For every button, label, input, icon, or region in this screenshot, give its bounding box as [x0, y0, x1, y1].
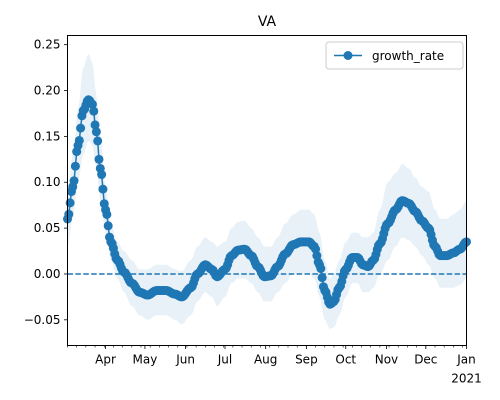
data-point — [76, 123, 86, 133]
x-tick-label: May — [133, 353, 158, 367]
data-point — [90, 120, 100, 130]
data-point — [103, 221, 113, 231]
x-tick-label: Jan — [456, 353, 476, 367]
y-tick-label: 0.00 — [34, 267, 61, 281]
x-tick-label: Apr — [95, 353, 116, 367]
data-point — [316, 264, 326, 274]
data-point — [98, 184, 108, 194]
data-point — [87, 99, 97, 109]
x-tick-label: Sep — [295, 353, 318, 367]
data-point — [65, 198, 75, 208]
data-point — [317, 273, 327, 283]
data-point — [70, 161, 80, 171]
x-tick-label: Oct — [335, 353, 356, 367]
legend-entry-growth-rate: growth_rate — [372, 49, 444, 63]
x-tick-label: Dec — [414, 353, 437, 367]
legend: growth_rate — [325, 41, 464, 70]
data-point — [94, 154, 104, 164]
data-point — [74, 135, 84, 145]
x-tick-label: Nov — [375, 353, 398, 367]
y-tick-label: 0.10 — [34, 175, 61, 189]
series-markers-layer — [63, 95, 471, 309]
confidence-band-layer — [67, 53, 467, 329]
y-tick-label: 0.15 — [34, 129, 61, 143]
data-point — [97, 170, 107, 180]
y-tick-label: −0.05 — [24, 313, 61, 327]
data-point — [102, 209, 112, 219]
x-tick-label: Aug — [254, 353, 277, 367]
legend-box — [325, 41, 464, 70]
data-point — [89, 106, 99, 116]
data-point — [91, 127, 101, 137]
y-tick-label: 0.20 — [34, 84, 61, 98]
y-axis: −0.05 0.00 0.05 0.10 0.15 0.20 0.25 — [24, 38, 68, 327]
data-point — [64, 209, 74, 219]
x-axis: Apr May Jun Jul Aug Sep Oct Nov Dec Jan 2021 — [67, 345, 482, 386]
legend-marker-swatch — [343, 51, 353, 60]
data-point — [93, 136, 103, 146]
x-tick-year-label: 2021 — [451, 372, 482, 386]
data-point — [69, 176, 79, 186]
y-tick-label: 0.05 — [34, 221, 61, 235]
x-tick-label: Jun — [175, 353, 195, 367]
x-tick-label: Jul — [217, 353, 232, 367]
chart-title: VA — [258, 14, 277, 30]
y-tick-label: 0.25 — [34, 38, 61, 52]
confidence-band — [67, 53, 467, 329]
plot-frame — [67, 35, 467, 346]
